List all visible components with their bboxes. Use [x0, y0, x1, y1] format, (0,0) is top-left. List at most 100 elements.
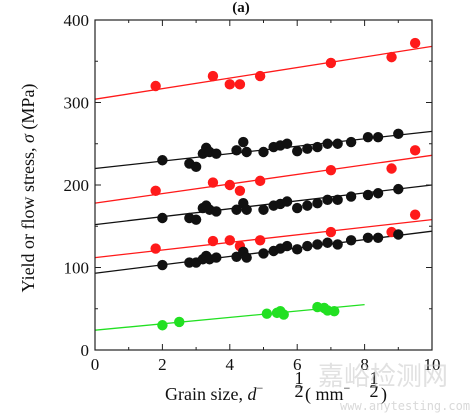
data-point-s5-2 [207, 235, 219, 247]
data-point-s7-3 [261, 308, 273, 319]
data-point-s2-10 [241, 146, 252, 158]
data-point-s2-9 [238, 136, 249, 148]
data-point-s4-16 [302, 200, 313, 211]
data-point-s7-1 [157, 320, 168, 331]
x-tick-label: 4 [226, 355, 235, 374]
data-point-s4-17 [312, 197, 323, 209]
x-axis-unit-exp-sign: − [344, 381, 351, 395]
data-point-s4-20 [345, 191, 357, 202]
data-point-s2-14 [281, 138, 293, 149]
x-axis-text: Grain size, [165, 384, 247, 404]
data-point-s4-1 [157, 212, 168, 224]
data-point-s6-14 [281, 240, 293, 252]
data-points [150, 37, 421, 331]
data-point-s2-21 [362, 131, 374, 143]
data-point-s5-8 [409, 209, 421, 220]
y-axis-symbol: σ [18, 133, 38, 143]
data-point-s5-6 [325, 226, 337, 238]
data-point-s6-15 [292, 244, 303, 255]
y-tick-label: 200 [64, 176, 90, 195]
data-point-s2-7 [211, 148, 222, 159]
data-point-s2-20 [345, 136, 357, 148]
x-axis-unit-exp-den: 2 [370, 381, 379, 401]
data-point-s6-1 [157, 259, 168, 271]
x-axis-exp-num: 1 [295, 368, 304, 388]
data-point-s4-18 [322, 194, 333, 206]
data-point-s6-22 [372, 232, 384, 243]
data-point-s6-21 [362, 232, 374, 243]
x-tick-label: 6 [293, 355, 302, 374]
data-point-s3-3 [224, 179, 235, 191]
data-point-s4-22 [372, 188, 384, 199]
data-point-s4-7 [211, 206, 222, 217]
data-point-s1-4 [234, 79, 246, 90]
data-point-s4-15 [292, 202, 303, 214]
data-point-s3-4 [234, 185, 246, 196]
data-point-s2-15 [292, 145, 303, 157]
data-point-s6-19 [332, 239, 343, 250]
data-point-s6-20 [345, 235, 357, 246]
x-axis-exp-sign: − [256, 381, 263, 395]
data-point-s5-1 [150, 243, 161, 254]
x-tick-label: 0 [91, 355, 100, 374]
data-point-s3-2 [207, 177, 219, 188]
x-axis-unit-exp-num: 1 [370, 368, 379, 388]
plot-frame [94, 19, 433, 351]
data-point-s2-22 [372, 131, 384, 143]
y-tick-label: 0 [81, 341, 90, 360]
data-point-s1-8 [409, 37, 421, 49]
data-point-s5-5 [254, 235, 266, 246]
x-axis-symbol: d [247, 384, 257, 404]
data-point-s3-5 [254, 175, 266, 187]
data-point-s2-11 [258, 146, 269, 158]
data-point-s2-17 [312, 141, 323, 153]
x-axis-unit-open: ( mm [305, 384, 344, 405]
x-tick-label: 8 [360, 355, 369, 374]
data-point-s7-10 [329, 306, 340, 317]
data-point-s4-19 [332, 194, 343, 206]
data-point-s1-7 [386, 51, 397, 63]
data-point-s1-1 [150, 80, 161, 92]
x-tick-label: 2 [158, 355, 167, 374]
data-point-s5-3 [224, 235, 235, 246]
data-point-s4-11 [258, 204, 269, 215]
data-point-s3-6 [325, 164, 337, 176]
y-tick-label: 100 [64, 259, 90, 278]
data-point-s3-8 [409, 145, 421, 156]
data-point-s1-2 [207, 70, 219, 82]
x-axis-unit: ( mm− [305, 381, 351, 405]
y-axis-text: Yield or flow stress, [18, 143, 38, 292]
data-point-s7-2 [174, 316, 185, 328]
data-point-s6-16 [302, 240, 313, 252]
data-point-s6-11 [258, 248, 269, 259]
data-point-s4-3 [190, 214, 202, 225]
data-point-s4-14 [281, 196, 293, 207]
data-point-s3-1 [150, 185, 161, 196]
y-axis-title: Yield or flow stress, σ (MPa) [18, 84, 39, 293]
data-point-s7-6 [278, 309, 289, 320]
data-point-s6-7 [211, 252, 222, 263]
data-point-s2-16 [302, 143, 313, 154]
fit-lines [94, 45, 433, 331]
panel-label: (a) [232, 0, 250, 16]
data-point-s6-23 [393, 229, 404, 240]
data-point-s2-23 [393, 128, 404, 140]
axis-ticks [94, 19, 433, 351]
watermark-url: www.anytesting.com [340, 399, 470, 413]
y-tick-label: 400 [64, 11, 90, 30]
data-point-s6-17 [312, 239, 323, 250]
data-point-s2-1 [157, 155, 168, 166]
data-point-s6-10 [241, 252, 252, 263]
data-point-s1-3 [224, 79, 235, 90]
x-axis-unit-exponent-fraction: 1 2 [370, 368, 379, 401]
y-axis-unit: (MPa) [18, 84, 39, 135]
watermark-text: 嘉峪检测网 [318, 362, 448, 392]
data-point-s3-7 [386, 163, 397, 174]
data-point-s4-10 [241, 204, 252, 215]
data-point-s1-6 [325, 57, 337, 69]
data-point-s4-23 [393, 183, 404, 195]
x-tick-label: 10 [424, 355, 441, 374]
data-point-s4-21 [362, 189, 374, 201]
